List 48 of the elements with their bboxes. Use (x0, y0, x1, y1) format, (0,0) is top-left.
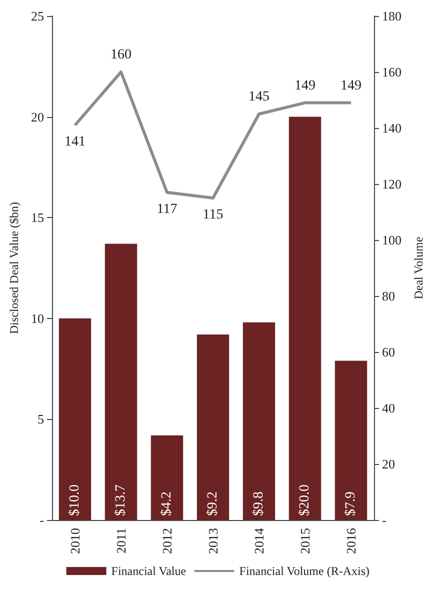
data-label: 115 (202, 208, 224, 222)
data-label: 117 (156, 202, 178, 217)
y-tick-label: 10 (31, 310, 44, 326)
y2-tick-label: 140 (382, 120, 402, 136)
y-tick-label: 25 (31, 8, 44, 24)
y2-tick-label: 40 (382, 400, 395, 416)
y-tick-label: 20 (31, 109, 44, 124)
data-label: $10.0 (68, 484, 82, 516)
bar (288, 116, 322, 520)
data-label: $20.0 (298, 484, 312, 516)
y2-tick-label: 80 (382, 288, 395, 304)
data-label: 149 (340, 78, 362, 94)
x-tick-label: 2010 (68, 528, 82, 554)
data-label: 149 (294, 78, 316, 94)
bar (104, 244, 138, 520)
data-label: $9.2 (206, 492, 220, 516)
y2-tick-label: - (382, 512, 386, 528)
y-axis-title: Disclosed Deal Value ($bn) (7, 202, 21, 334)
y2-tick-label: 160 (382, 64, 402, 80)
y2-tick-label: 60 (382, 344, 395, 360)
x-tick-label: 2013 (206, 528, 220, 554)
y2-tick-label: 120 (382, 176, 402, 192)
bar (150, 435, 184, 520)
data-label: $4.2 (160, 492, 174, 516)
data-label: 160 (110, 48, 132, 62)
x-tick-label: 2011 (114, 528, 128, 554)
data-label: $7.9 (344, 492, 358, 516)
legend-label: Financial Volume (R-Axis) (239, 564, 370, 578)
y-tick-label: - (40, 512, 44, 528)
y2-tick-label: 20 (382, 456, 395, 472)
x-tick-label: 2016 (344, 528, 358, 554)
x-tick-label: 2015 (298, 528, 312, 554)
bar (334, 360, 368, 520)
data-label: $9.8 (252, 492, 266, 516)
y2-tick-label: 180 (382, 8, 402, 24)
bar (196, 334, 230, 520)
y-tick-label: 5 (38, 412, 44, 427)
legend-label: Financial Value (111, 564, 186, 578)
data-label: 145 (248, 90, 270, 104)
bar (58, 318, 92, 520)
data-label: $13.7 (114, 484, 128, 516)
y2-axis-title: Deal Volume (411, 236, 426, 300)
bar (242, 322, 276, 520)
data-label: 141 (64, 134, 86, 150)
x-tick-label: 2014 (252, 528, 266, 554)
x-tick-label: 2012 (160, 528, 174, 554)
y2-tick-label: 100 (382, 232, 402, 248)
y-tick-label: 15 (31, 210, 44, 226)
